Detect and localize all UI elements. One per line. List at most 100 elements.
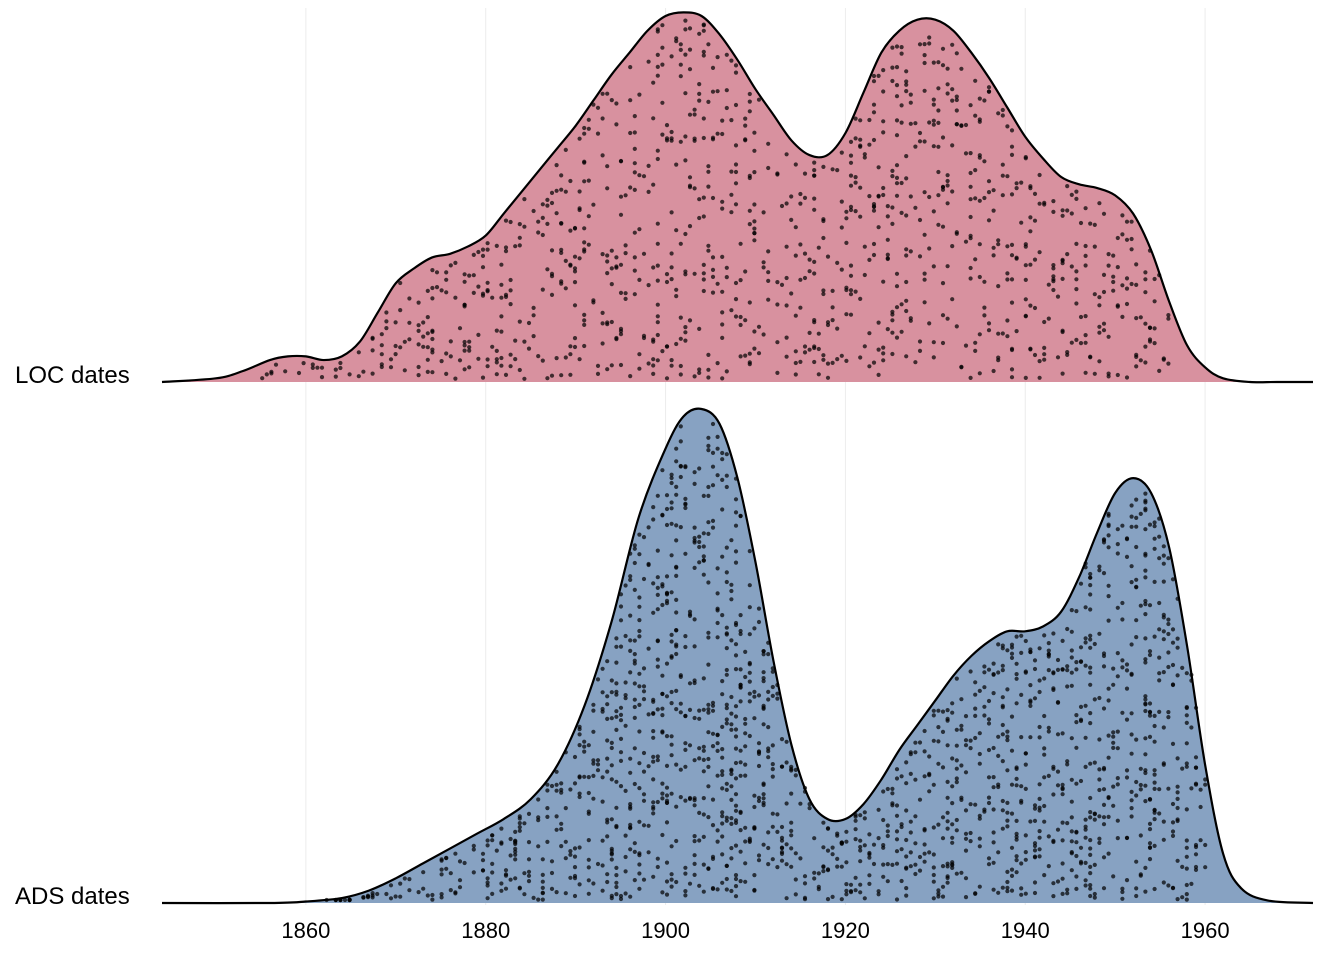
data-point [1065,668,1070,673]
data-point [632,781,637,787]
data-point [720,199,725,204]
data-point [632,268,637,273]
data-point [973,78,978,83]
data-point [715,608,720,613]
data-point [931,708,936,713]
data-point [710,518,716,524]
data-point [1005,174,1010,179]
data-point [885,862,890,867]
data-point [674,287,679,292]
data-point [655,64,660,69]
data-point [793,851,798,856]
data-point [761,796,766,801]
data-point [1074,287,1079,292]
data-point [917,854,923,860]
data-point [1124,775,1130,780]
data-point [1129,711,1134,716]
data-point [1120,886,1125,891]
data-point [683,158,688,163]
data-point [706,764,711,770]
data-point [517,825,522,830]
data-point [710,731,716,736]
data-point [1046,864,1051,869]
data-point [678,42,683,47]
data-point [572,781,578,786]
data-point [1120,889,1125,895]
data-point [858,844,863,850]
data-point [485,289,490,294]
data-point [724,275,729,280]
data-point [1088,846,1093,851]
data-point [632,587,637,593]
data-point [1046,648,1051,653]
data-point [467,365,472,370]
data-point [899,302,904,307]
data-point [802,350,808,355]
data-point [563,806,568,811]
data-point [733,727,739,732]
data-point [977,884,982,889]
data-point [945,880,950,885]
data-point [632,161,637,166]
data-point [572,336,578,341]
data-point [632,170,637,175]
data-point [940,815,946,820]
data-point [862,896,867,901]
data-point [940,864,946,869]
data-point [651,265,656,270]
data-point [720,507,725,512]
data-point [1074,196,1079,201]
data-point [1193,852,1199,857]
data-point [1009,192,1015,197]
data-point [660,832,665,838]
data-point [706,531,711,537]
data-point [494,360,499,365]
data-point [632,546,637,551]
data-point [729,821,734,827]
data-point [1134,282,1139,287]
data-point [710,137,716,142]
data-point [894,335,900,340]
data-point [945,864,950,869]
data-point [770,824,775,829]
data-point [959,727,964,732]
data-point [1051,686,1056,691]
data-point [563,147,568,152]
data-point [743,773,748,778]
data-point [729,711,734,716]
data-point [508,302,513,307]
data-point [1074,874,1079,879]
data-point [586,790,591,796]
data-point [752,793,757,798]
data-point [490,295,495,300]
data-point [977,813,982,818]
data-point [568,352,573,357]
data-point [862,843,867,848]
data-point [743,721,748,726]
data-point [747,662,752,667]
data-point [908,316,913,321]
data-point [683,496,688,501]
data-point [706,99,711,104]
data-point [664,820,670,825]
data-point [991,691,996,696]
data-point [1083,703,1088,708]
data-point [1157,678,1162,683]
data-point [1120,658,1125,663]
data-point [743,318,748,323]
data-point [835,864,840,869]
data-point [908,752,913,757]
data-point [738,514,743,519]
ridge-loc [161,11,1313,384]
data-point [1051,209,1056,214]
data-point [1019,892,1024,897]
data-point [862,816,867,821]
data-point [1198,787,1203,792]
data-point [844,358,849,363]
data-point [733,314,739,319]
data-point [1065,821,1070,826]
data-point [812,173,817,178]
x-axis: 1860 1880 1900 1920 1940 1960 [281,918,1229,943]
data-point [605,756,610,761]
data-point [1014,634,1019,639]
